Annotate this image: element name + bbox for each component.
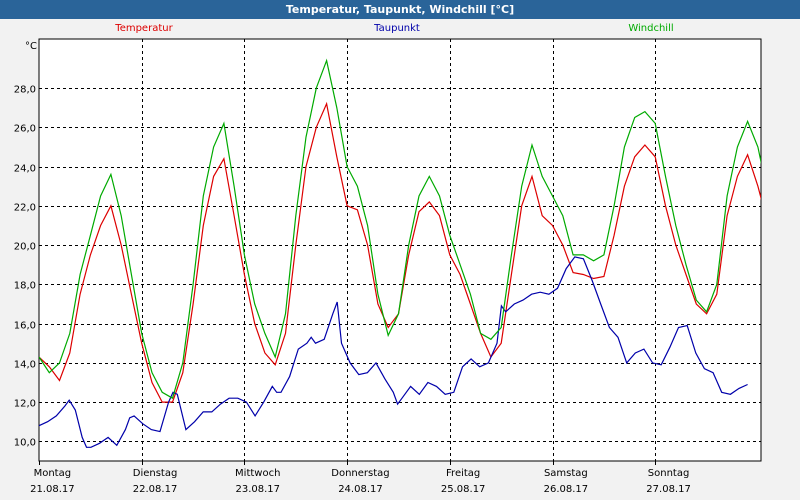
x-tick-date: 26.08.17 xyxy=(544,484,589,495)
x-tick-day: Mittwoch xyxy=(235,468,280,479)
window-title: Temperatur, Taupunkt, Windchill [°C] xyxy=(0,0,800,19)
x-tick-date: 25.08.17 xyxy=(441,484,486,495)
y-tick-label: 28,0 xyxy=(14,85,36,96)
x-tick-day: Samstag xyxy=(544,468,588,479)
y-tick-label: 14,0 xyxy=(14,360,36,371)
x-tick-day: Freitag xyxy=(446,468,480,479)
dewpoint-line xyxy=(39,256,748,448)
y-unit-label: °C xyxy=(25,41,37,52)
windchill-line xyxy=(39,58,761,400)
x-tick-day: Sonntag xyxy=(648,468,690,479)
y-tick-label: 10,0 xyxy=(14,438,36,449)
temperature-line xyxy=(39,101,761,403)
plot-background xyxy=(38,38,762,462)
y-tick-label: 18,0 xyxy=(14,281,36,292)
x-tick-date: 22.08.17 xyxy=(133,484,178,495)
y-tick-label: 12,0 xyxy=(14,399,36,410)
x-tick-date: 21.08.17 xyxy=(30,484,75,495)
x-tick-day: Dienstag xyxy=(133,468,178,479)
chart-area: 10,0 12,0 14,0 16,0 18,0 20,0 22,0 24,0 26,0 28,0… xyxy=(0,19,800,500)
legend-temperature: Temperatur xyxy=(114,23,173,34)
y-tick-label: 26,0 xyxy=(14,124,36,135)
legend-dewpoint: Taupunkt xyxy=(373,23,420,34)
x-tick-date: 24.08.17 xyxy=(338,484,383,495)
legend-windchill: Windchill xyxy=(628,23,673,34)
x-tick-day: Montag xyxy=(34,468,71,479)
y-tick-label: 24,0 xyxy=(14,164,36,175)
x-tick-date: 27.08.17 xyxy=(646,484,691,495)
window-title-text: Temperatur, Taupunkt, Windchill [°C] xyxy=(285,3,515,16)
line-chart: 10,0 12,0 14,0 16,0 18,0 20,0 22,0 24,0 26,0 28,0… xyxy=(14,23,762,495)
y-tick-label: 20,0 xyxy=(14,242,36,253)
x-tick-date: 23.08.17 xyxy=(235,484,280,495)
y-tick-label: 22,0 xyxy=(14,203,36,214)
x-tick-day: Donnerstag xyxy=(331,468,389,479)
y-tick-label: 16,0 xyxy=(14,321,36,332)
